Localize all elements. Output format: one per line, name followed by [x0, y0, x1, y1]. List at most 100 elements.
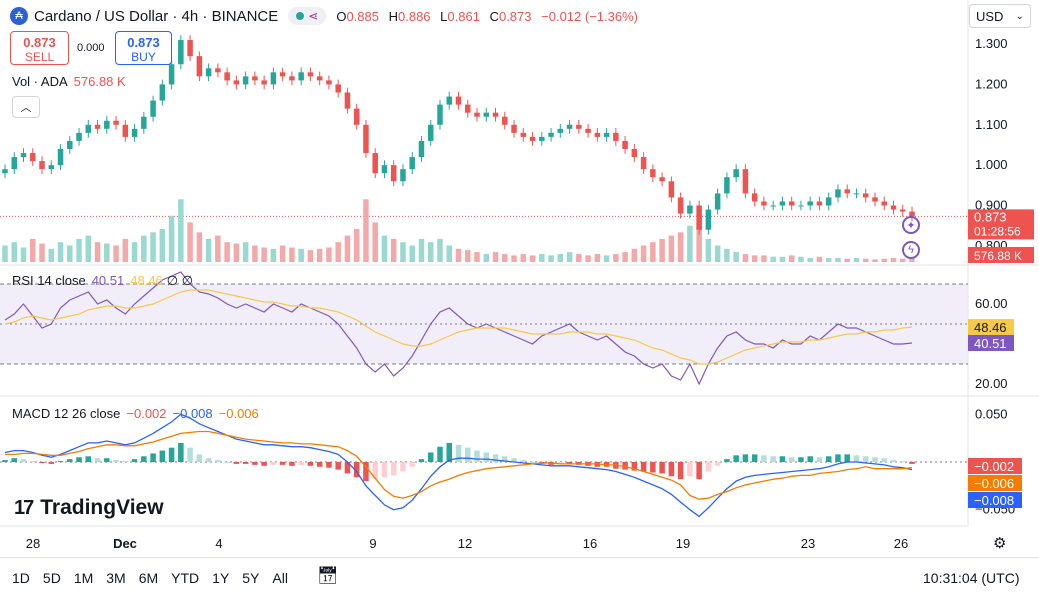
macd-histogram-bar	[705, 462, 712, 472]
macd-histogram-bar	[483, 452, 490, 462]
lightning-icon[interactable]: ϟ	[902, 241, 920, 259]
candle-body	[30, 153, 36, 162]
candle-body	[520, 132, 527, 137]
sell-button[interactable]: 0.873 SELL	[10, 31, 69, 65]
volume-bar	[363, 199, 369, 262]
macd-histogram-bar	[20, 459, 27, 462]
candle-body	[557, 128, 564, 133]
candle-body	[150, 100, 156, 117]
range-3m[interactable]: 3M	[106, 570, 126, 586]
rsi-tick-label: 20.00	[975, 376, 1008, 391]
volume-bar	[761, 255, 767, 262]
macd-histogram-bar	[835, 454, 841, 462]
candle-body	[242, 76, 249, 85]
volume-bar	[76, 238, 82, 262]
macd-histogram-bar	[668, 462, 675, 477]
volume-bar	[557, 254, 564, 262]
volume-bar	[650, 242, 656, 262]
candle-body	[816, 201, 823, 206]
macd-histogram-bar	[881, 458, 887, 462]
macd-histogram-bar	[492, 454, 499, 462]
macd-histogram-bar	[159, 450, 166, 462]
range-5y[interactable]: 5Y	[242, 570, 260, 586]
candle-body	[298, 72, 304, 81]
macd-histogram-bar	[67, 459, 73, 462]
time-tick-label: 9	[369, 536, 376, 551]
collapse-legend-button[interactable]: ︿	[12, 96, 40, 118]
candle-body	[279, 72, 286, 77]
macd-histogram-bar	[557, 462, 564, 464]
candle-body	[11, 157, 18, 170]
macd-histogram-bar	[474, 450, 480, 462]
volume-bar	[122, 238, 129, 262]
chevron-down-icon: ⌄	[1015, 10, 1024, 22]
volume-bar	[659, 238, 665, 262]
price-tick-label: 1.000	[975, 157, 1008, 172]
candle-body	[650, 169, 656, 178]
volume-bar	[631, 248, 638, 262]
macd-histogram-bar	[872, 457, 878, 462]
volume-bar	[576, 254, 582, 262]
macd-histogram-bar	[252, 462, 258, 465]
candle-body	[131, 128, 138, 137]
macd-histogram-bar	[862, 456, 869, 462]
volume-bar	[909, 258, 915, 262]
ohlc-readout: O0.885 H0.886 L0.861 C0.873 −0.012 (−1.3…	[336, 8, 638, 24]
candle-body	[705, 209, 712, 230]
volume-bar	[483, 254, 490, 262]
candle-body	[483, 112, 490, 117]
macd-histogram-bar	[85, 456, 92, 462]
candle-body	[372, 153, 378, 174]
volume-bar	[446, 245, 452, 262]
settings-gear-icon[interactable]: ⚙	[993, 535, 1007, 552]
divider	[0, 557, 1039, 558]
range-1d[interactable]: 1D	[12, 570, 30, 586]
candle-body	[57, 149, 64, 166]
range-ytd[interactable]: YTD	[171, 570, 200, 586]
volume-bar	[113, 245, 119, 262]
volume-bar	[594, 254, 601, 262]
market-open-icon	[296, 12, 305, 20]
macd-line	[4, 413, 913, 518]
range-all[interactable]: All	[272, 570, 288, 586]
volume-bar	[733, 252, 739, 262]
volume-bar	[724, 248, 730, 262]
volume-bar	[788, 255, 795, 262]
candle-body	[446, 96, 452, 105]
volume-bar	[233, 243, 240, 262]
macd-value-tag	[968, 458, 1022, 474]
macd-histogram-bar	[733, 455, 739, 462]
range-1m[interactable]: 1M	[73, 570, 94, 586]
macd-histogram-bar	[909, 462, 915, 464]
buy-button[interactable]: 0.873 BUY	[115, 31, 172, 65]
volume-bar	[465, 250, 471, 262]
volume-bar	[39, 243, 45, 262]
range-1y[interactable]: 1Y	[212, 570, 230, 586]
candle-body	[316, 76, 323, 81]
price-change: −0.012 (−1.36%)	[541, 8, 638, 24]
volume-legend[interactable]: Vol · ADA 576.88 K	[12, 74, 126, 89]
candle-body	[465, 104, 471, 113]
status-pill[interactable]: ⋖	[288, 7, 327, 25]
rsi-legend[interactable]: RSI 14 close 40.51 48.46 ∅ ∅	[12, 273, 194, 288]
rsi-line	[4, 271, 913, 386]
candle-body	[20, 153, 27, 158]
macd-histogram-bar	[104, 458, 110, 462]
tradingview-mark-icon: 17	[14, 496, 34, 519]
symbol-title[interactable]: Cardano / US Dollar · 4h · BINANCE	[34, 7, 279, 25]
add-alert-icon[interactable]: ✦	[902, 216, 920, 234]
macd-legend[interactable]: MACD 12 26 close −0.002 −0.008 −0.006	[12, 406, 259, 421]
macd-histogram-bar	[57, 461, 64, 463]
macd-histogram-bar	[326, 462, 332, 468]
candle-body	[724, 177, 730, 194]
range-5d[interactable]: 5D	[42, 570, 61, 586]
candle-body	[215, 68, 221, 73]
volume-bar	[390, 238, 397, 262]
calendar-icon[interactable]: 📅︎	[317, 566, 339, 585]
range-6m[interactable]: 6M	[138, 570, 159, 586]
candle-body	[779, 201, 786, 206]
tradingview-logo[interactable]: 17 TradingView	[14, 496, 164, 519]
candle-body	[205, 68, 212, 77]
currency-select[interactable]: USD ⌄	[969, 4, 1031, 28]
